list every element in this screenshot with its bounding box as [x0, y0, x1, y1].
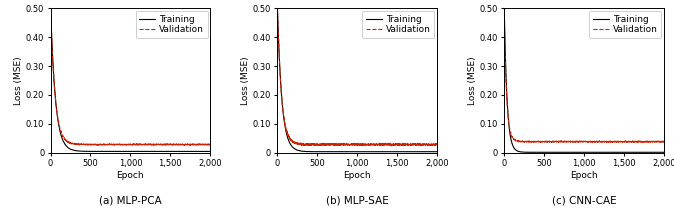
- Validation: [347, 143, 355, 146]
- Validation: [55, 122, 63, 124]
- Validation: [282, 126, 290, 128]
- Training: [124, 150, 132, 153]
- Y-axis label: Loss (MSE): Loss (MSE): [14, 56, 23, 105]
- Training: [626, 151, 634, 154]
- Training: [47, 7, 55, 10]
- Validation: [603, 141, 611, 144]
- Training: [202, 150, 210, 153]
- Training: [351, 150, 359, 153]
- Validation: [578, 140, 586, 143]
- Legend: Training, Validation: Training, Validation: [363, 11, 434, 38]
- Validation: [202, 143, 210, 146]
- Validation: [500, 13, 508, 15]
- Training: [202, 150, 210, 153]
- Legend: Training, Validation: Training, Validation: [589, 11, 661, 38]
- X-axis label: Epoch: Epoch: [117, 171, 144, 180]
- Training: [429, 150, 437, 153]
- Training: [574, 151, 582, 154]
- Validation: [202, 143, 210, 146]
- Text: (b) MLP-SAE: (b) MLP-SAE: [326, 196, 389, 206]
- Validation: [655, 140, 663, 143]
- Validation: [655, 140, 663, 143]
- Validation: [508, 136, 516, 139]
- Training: [578, 151, 586, 154]
- Y-axis label: Loss (MSE): Loss (MSE): [468, 56, 477, 105]
- Validation: [187, 144, 195, 147]
- Line: Training: Training: [504, 8, 664, 152]
- Training: [120, 150, 128, 153]
- Validation: [47, 8, 55, 10]
- Line: Training: Training: [51, 8, 210, 151]
- Validation: [399, 143, 407, 145]
- Training: [206, 150, 214, 153]
- Training: [341, 150, 349, 153]
- X-axis label: Epoch: Epoch: [570, 171, 598, 180]
- Training: [551, 151, 559, 154]
- Training: [399, 150, 407, 153]
- Line: Validation: Validation: [278, 8, 437, 146]
- Text: (a) MLP-PCA: (a) MLP-PCA: [99, 196, 162, 206]
- Text: (c) CNN-CAE: (c) CNN-CAE: [552, 196, 616, 206]
- Training: [433, 150, 441, 153]
- Training: [655, 151, 663, 154]
- Training: [115, 150, 123, 153]
- Line: Validation: Validation: [51, 9, 210, 145]
- Legend: Training, Validation: Training, Validation: [135, 11, 208, 38]
- Training: [508, 143, 516, 146]
- X-axis label: Epoch: Epoch: [344, 171, 371, 180]
- Validation: [124, 143, 132, 146]
- Training: [347, 150, 355, 153]
- Validation: [351, 143, 359, 146]
- Validation: [120, 143, 128, 145]
- Validation: [626, 140, 634, 142]
- Training: [660, 151, 668, 154]
- Y-axis label: Loss (MSE): Loss (MSE): [241, 56, 250, 105]
- Validation: [206, 143, 214, 146]
- Training: [55, 124, 63, 127]
- Validation: [429, 144, 437, 146]
- Validation: [173, 143, 181, 145]
- Training: [655, 151, 663, 154]
- Training: [282, 128, 290, 131]
- Validation: [274, 6, 282, 9]
- Validation: [429, 143, 437, 146]
- Training: [173, 150, 181, 153]
- Training: [500, 7, 508, 10]
- Validation: [388, 145, 396, 147]
- Line: Validation: Validation: [504, 14, 664, 143]
- Validation: [433, 143, 441, 146]
- Validation: [660, 140, 668, 143]
- Training: [429, 150, 437, 153]
- Line: Training: Training: [278, 8, 437, 152]
- Training: [274, 7, 282, 10]
- Validation: [574, 140, 582, 143]
